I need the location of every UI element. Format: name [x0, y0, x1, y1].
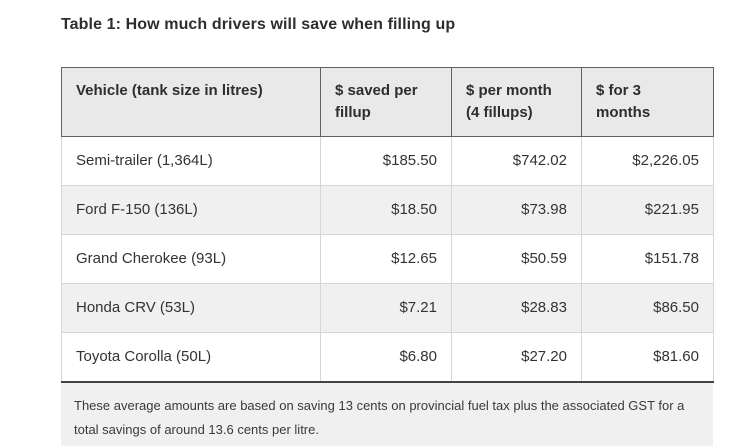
cell-vehicle: Honda CRV (53L): [61, 283, 321, 333]
col-header-per-month: $ per month (4 fillups): [451, 67, 582, 137]
cell-saved-per-fillup: $185.50: [320, 136, 452, 186]
cell-per-month: $50.59: [451, 234, 582, 284]
cell-saved-per-fillup: $7.21: [320, 283, 452, 333]
cell-three-months: $2,226.05: [581, 136, 714, 186]
cell-saved-per-fillup: $12.65: [320, 234, 452, 284]
cell-three-months: $86.50: [581, 283, 714, 333]
cell-saved-per-fillup: $6.80: [320, 332, 452, 383]
cell-vehicle: Semi-trailer (1,364L): [61, 136, 321, 186]
cell-three-months: $221.95: [581, 185, 714, 235]
table-row: Toyota Corolla (50L) $6.80 $27.20 $81.60: [61, 332, 714, 383]
table-row: Grand Cherokee (93L) $12.65 $50.59 $151.…: [61, 234, 714, 284]
savings-table: Vehicle (tank size in litres) $ saved pe…: [61, 67, 714, 383]
table-row: Honda CRV (53L) $7.21 $28.83 $86.50: [61, 283, 714, 333]
cell-per-month: $73.98: [451, 185, 582, 235]
col-header-saved-per-fillup: $ saved per fillup: [320, 67, 452, 137]
cell-saved-per-fillup: $18.50: [320, 185, 452, 235]
cell-vehicle: Toyota Corolla (50L): [61, 332, 321, 383]
table-footnote: These average amounts are based on savin…: [61, 383, 713, 446]
cell-per-month: $28.83: [451, 283, 582, 333]
cell-vehicle: Grand Cherokee (93L): [61, 234, 321, 284]
col-header-vehicle: Vehicle (tank size in litres): [61, 67, 321, 137]
table-header-row: Vehicle (tank size in litres) $ saved pe…: [61, 67, 714, 137]
cell-three-months: $151.78: [581, 234, 714, 284]
table-title: Table 1: How much drivers will save when…: [61, 16, 456, 33]
table-row: Semi-trailer (1,364L) $185.50 $742.02 $2…: [61, 136, 714, 186]
cell-per-month: $27.20: [451, 332, 582, 383]
table-row: Ford F-150 (136L) $18.50 $73.98 $221.95: [61, 185, 714, 235]
cell-vehicle: Ford F-150 (136L): [61, 185, 321, 235]
cell-per-month: $742.02: [451, 136, 582, 186]
cell-three-months: $81.60: [581, 332, 714, 383]
col-header-three-months: $ for 3 months: [581, 67, 714, 137]
